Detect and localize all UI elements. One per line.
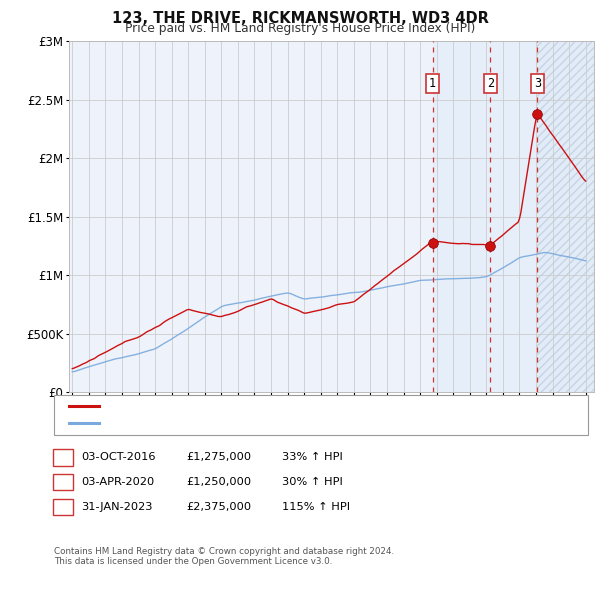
Bar [433,41,490,392]
Bar [490,41,538,392]
Text: 03-APR-2020: 03-APR-2020 [81,477,154,487]
Text: 33% ↑ HPI: 33% ↑ HPI [282,453,343,462]
Text: This data is licensed under the Open Government Licence v3.0.: This data is licensed under the Open Gov… [54,558,332,566]
Text: 2: 2 [59,476,67,489]
Text: 31-JAN-2023: 31-JAN-2023 [81,502,152,512]
Text: 1: 1 [429,77,436,90]
Text: £1,275,000: £1,275,000 [186,453,251,462]
Text: 115% ↑ HPI: 115% ↑ HPI [282,502,350,512]
Text: 03-OCT-2016: 03-OCT-2016 [81,453,155,462]
Text: 123, THE DRIVE, RICKMANSWORTH, WD3 4DR: 123, THE DRIVE, RICKMANSWORTH, WD3 4DR [112,11,488,25]
Text: £1,250,000: £1,250,000 [186,477,251,487]
Text: £2,375,000: £2,375,000 [186,502,251,512]
Text: 30% ↑ HPI: 30% ↑ HPI [282,477,343,487]
Text: 1: 1 [59,451,67,464]
Text: Contains HM Land Registry data © Crown copyright and database right 2024.: Contains HM Land Registry data © Crown c… [54,547,394,556]
Text: 2: 2 [487,77,494,90]
Text: Price paid vs. HM Land Registry's House Price Index (HPI): Price paid vs. HM Land Registry's House … [125,22,475,35]
Text: 123, THE DRIVE, RICKMANSWORTH, WD3 4DR (detached house): 123, THE DRIVE, RICKMANSWORTH, WD3 4DR (… [105,401,456,411]
Bar [538,41,594,392]
Text: HPI: Average price, detached house, Three Rivers: HPI: Average price, detached house, Thre… [105,418,376,428]
Text: 3: 3 [534,77,541,90]
Text: 3: 3 [59,500,67,513]
